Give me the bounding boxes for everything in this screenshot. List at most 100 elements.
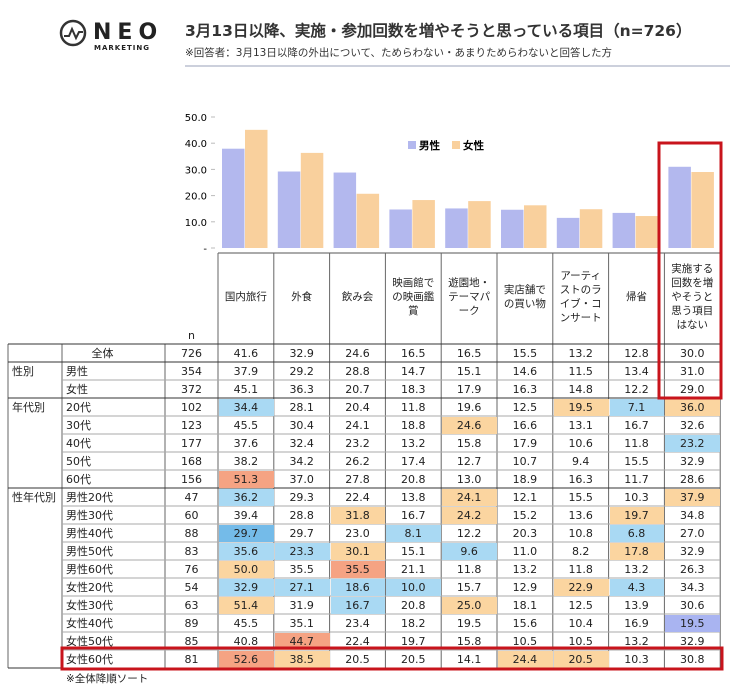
cell-shade bbox=[442, 417, 497, 434]
value-cell: 32.6 bbox=[680, 418, 705, 432]
value-cell: 16.3 bbox=[568, 472, 593, 486]
value-cell: 29.0 bbox=[680, 382, 705, 396]
value-cell: 10.4 bbox=[568, 616, 593, 630]
footnote: ※全体降順ソート bbox=[66, 673, 149, 685]
cell-shade bbox=[553, 399, 609, 416]
value-cell: 51.4 bbox=[233, 598, 259, 612]
value-cell: 16.9 bbox=[624, 616, 649, 630]
value-cell: 16.5 bbox=[401, 346, 426, 360]
value-cell: 10.0 bbox=[401, 580, 426, 594]
cell-shade bbox=[330, 507, 386, 524]
cell-shade bbox=[386, 525, 442, 542]
cell-shade bbox=[665, 399, 721, 416]
value-cell: 30.1 bbox=[345, 544, 370, 558]
value-cell: 12.5 bbox=[512, 400, 538, 414]
value-cell: 15.8 bbox=[456, 634, 482, 648]
value-cell: 6.8 bbox=[627, 526, 646, 540]
value-cell: 13.2 bbox=[624, 562, 649, 576]
value-cell: 13.6 bbox=[568, 508, 593, 522]
value-cell: 31.0 bbox=[680, 364, 705, 378]
value-cell: 12.9 bbox=[512, 580, 538, 594]
row-label: 60代 bbox=[66, 473, 91, 486]
value-cell: 11.7 bbox=[624, 472, 649, 486]
n-cell: 81 bbox=[184, 652, 199, 666]
value-cell: 16.7 bbox=[401, 508, 426, 522]
value-cell: 13.1 bbox=[568, 418, 593, 432]
value-cell: 11.8 bbox=[456, 562, 482, 576]
value-cell: 7.1 bbox=[627, 400, 646, 414]
cell-shade bbox=[442, 507, 497, 524]
n-cell: 102 bbox=[181, 400, 202, 414]
value-cell: 25.0 bbox=[456, 598, 482, 612]
group-label: 年代別 bbox=[12, 401, 45, 414]
value-cell: 20.5 bbox=[568, 652, 593, 666]
value-cell: 37.0 bbox=[289, 472, 314, 486]
value-cell: 11.8 bbox=[568, 562, 593, 576]
value-cell: 36.0 bbox=[680, 400, 705, 414]
value-cell: 19.7 bbox=[401, 634, 426, 648]
value-cell: 30.4 bbox=[289, 418, 314, 432]
cell-shade bbox=[219, 543, 274, 560]
subtitle: ※回答者：3月13日以降の外出について、ためらわない・あまりためらわないと回答し… bbox=[185, 47, 612, 59]
value-cell: 37.9 bbox=[680, 490, 705, 504]
value-cell: 50.0 bbox=[233, 562, 259, 576]
group-label: 性年代別 bbox=[12, 491, 56, 504]
cell-shade bbox=[609, 507, 665, 524]
value-cell: 35.1 bbox=[289, 616, 314, 630]
cell-shade bbox=[330, 543, 386, 560]
value-cell: 35.5 bbox=[289, 562, 314, 576]
value-cell: 13.0 bbox=[456, 472, 482, 486]
value-cell: 34.4 bbox=[233, 400, 259, 414]
value-cell: 27.8 bbox=[345, 472, 370, 486]
value-cell: 17.9 bbox=[456, 382, 482, 396]
value-cell: 19.5 bbox=[680, 616, 705, 630]
value-cell: 28.8 bbox=[289, 508, 314, 522]
value-cell: 16.6 bbox=[512, 418, 538, 432]
value-cell: 12.2 bbox=[624, 382, 649, 396]
row-label: 男性50代 bbox=[66, 545, 113, 558]
n-cell: 123 bbox=[181, 418, 202, 432]
value-cell: 23.2 bbox=[345, 436, 370, 450]
value-cell: 13.2 bbox=[568, 346, 593, 360]
cell-shade bbox=[609, 543, 665, 560]
value-cell: 52.6 bbox=[233, 652, 259, 666]
cell-shade bbox=[219, 561, 274, 578]
value-cell: 18.3 bbox=[401, 382, 426, 396]
logo-icon bbox=[59, 19, 87, 47]
value-cell: 12.8 bbox=[624, 346, 649, 360]
n-cell: 76 bbox=[184, 562, 199, 576]
value-cell: 20.7 bbox=[345, 382, 370, 396]
row-label: 女性40代 bbox=[66, 617, 113, 630]
value-cell: 15.7 bbox=[456, 580, 482, 594]
value-cell: 15.6 bbox=[512, 616, 538, 630]
value-cell: 19.7 bbox=[624, 508, 649, 522]
value-cell: 20.5 bbox=[345, 652, 370, 666]
cell-shade bbox=[330, 597, 386, 614]
value-cell: 10.7 bbox=[512, 454, 538, 468]
row-label: 50代 bbox=[66, 455, 91, 468]
value-cell: 18.9 bbox=[512, 472, 538, 486]
value-cell: 40.8 bbox=[233, 634, 259, 648]
value-cell: 10.3 bbox=[624, 652, 649, 666]
value-cell: 32.4 bbox=[289, 436, 314, 450]
value-cell: 10.5 bbox=[568, 634, 593, 648]
value-cell: 30.6 bbox=[680, 598, 705, 612]
value-cell: 29.7 bbox=[233, 526, 259, 540]
value-cell: 13.2 bbox=[624, 634, 649, 648]
cell-shade bbox=[219, 471, 274, 488]
value-cell: 16.7 bbox=[345, 598, 370, 612]
value-cell: 28.6 bbox=[680, 472, 705, 486]
value-cell: 15.5 bbox=[624, 454, 649, 468]
row-label: 女性50代 bbox=[66, 635, 113, 648]
value-cell: 22.4 bbox=[345, 490, 370, 504]
row-label: 女性30代 bbox=[66, 599, 113, 612]
cell-shade bbox=[553, 579, 609, 596]
n-cell: 85 bbox=[184, 634, 199, 648]
value-cell: 23.2 bbox=[680, 436, 705, 450]
value-cell: 18.6 bbox=[345, 580, 370, 594]
row-label: 30代 bbox=[66, 419, 91, 432]
cell-shade bbox=[219, 525, 274, 542]
value-cell: 20.8 bbox=[401, 598, 426, 612]
